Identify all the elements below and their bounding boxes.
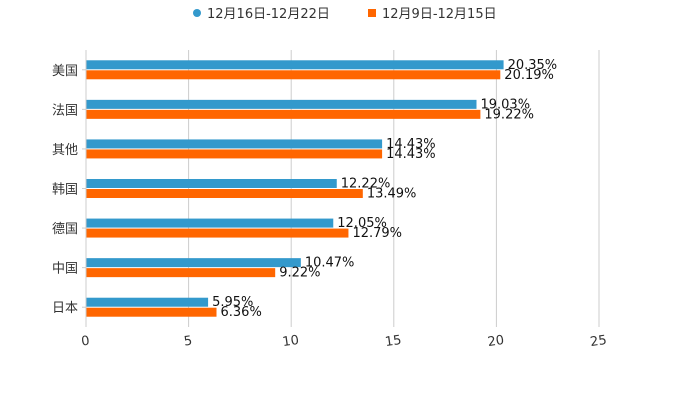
x-tick-label: 20 bbox=[487, 333, 505, 350]
bar-series-a bbox=[86, 60, 504, 70]
bar-series-a bbox=[86, 258, 301, 268]
bar-series-b bbox=[86, 228, 349, 238]
legend-marker-series-0 bbox=[193, 9, 201, 17]
data-labels: 20.35%20.19% 19.03%19.22% 14.43%14.43% 12.2… bbox=[212, 58, 557, 320]
bar-series-b bbox=[86, 268, 276, 278]
bar-series-b bbox=[86, 149, 383, 159]
legend: 12月16日-12月22日 12月9日-12月15日 bbox=[193, 7, 497, 22]
legend-marker-series-1 bbox=[368, 9, 376, 17]
bar-series-a bbox=[86, 218, 334, 228]
bar-series-b bbox=[86, 109, 481, 119]
bar-series-b bbox=[86, 70, 501, 80]
data-label: 12.05% bbox=[337, 216, 387, 231]
bar-series-a bbox=[86, 99, 477, 109]
bar-series-a bbox=[86, 179, 337, 188]
x-tick-label: 0 bbox=[80, 334, 90, 350]
y-category-label: 德国 bbox=[52, 222, 78, 237]
data-label: 19.03% bbox=[480, 97, 530, 112]
data-label: 14.43% bbox=[386, 147, 436, 162]
data-label: 12.79% bbox=[352, 226, 402, 241]
data-label: 20.19% bbox=[504, 68, 554, 83]
x-tick-label: 10 bbox=[281, 333, 299, 350]
data-label: 20.35% bbox=[508, 58, 558, 73]
bar-series-b bbox=[86, 189, 363, 198]
bar-series-a bbox=[86, 139, 383, 149]
bar-series-a bbox=[86, 297, 209, 307]
legend-label-series-0: 12月16日-12月22日 bbox=[207, 7, 330, 22]
y-category-label: 中国 bbox=[52, 262, 78, 277]
data-label: 19.22% bbox=[484, 107, 534, 122]
bar-series-b bbox=[86, 307, 217, 317]
bars bbox=[86, 60, 504, 317]
data-label: 10.47% bbox=[305, 256, 355, 271]
y-category-label: 美国 bbox=[52, 64, 78, 79]
data-label: 6.36% bbox=[221, 305, 262, 320]
y-category-label: 法国 bbox=[52, 103, 78, 118]
y-category-label: 韩国 bbox=[52, 183, 78, 198]
data-label: 13.49% bbox=[367, 187, 417, 202]
data-label: 9.22% bbox=[279, 266, 320, 281]
x-tick-label: 15 bbox=[384, 333, 402, 350]
legend-label-series-1: 12月9日-12月15日 bbox=[382, 7, 497, 22]
y-category-label: 其他 bbox=[52, 143, 78, 158]
y-category-label: 日本 bbox=[52, 301, 78, 316]
data-label: 5.95% bbox=[212, 295, 253, 310]
x-tick-label: 5 bbox=[183, 334, 193, 350]
data-label: 14.43% bbox=[386, 137, 436, 152]
data-label: 12.22% bbox=[341, 177, 391, 192]
x-tick-label: 25 bbox=[589, 333, 607, 350]
